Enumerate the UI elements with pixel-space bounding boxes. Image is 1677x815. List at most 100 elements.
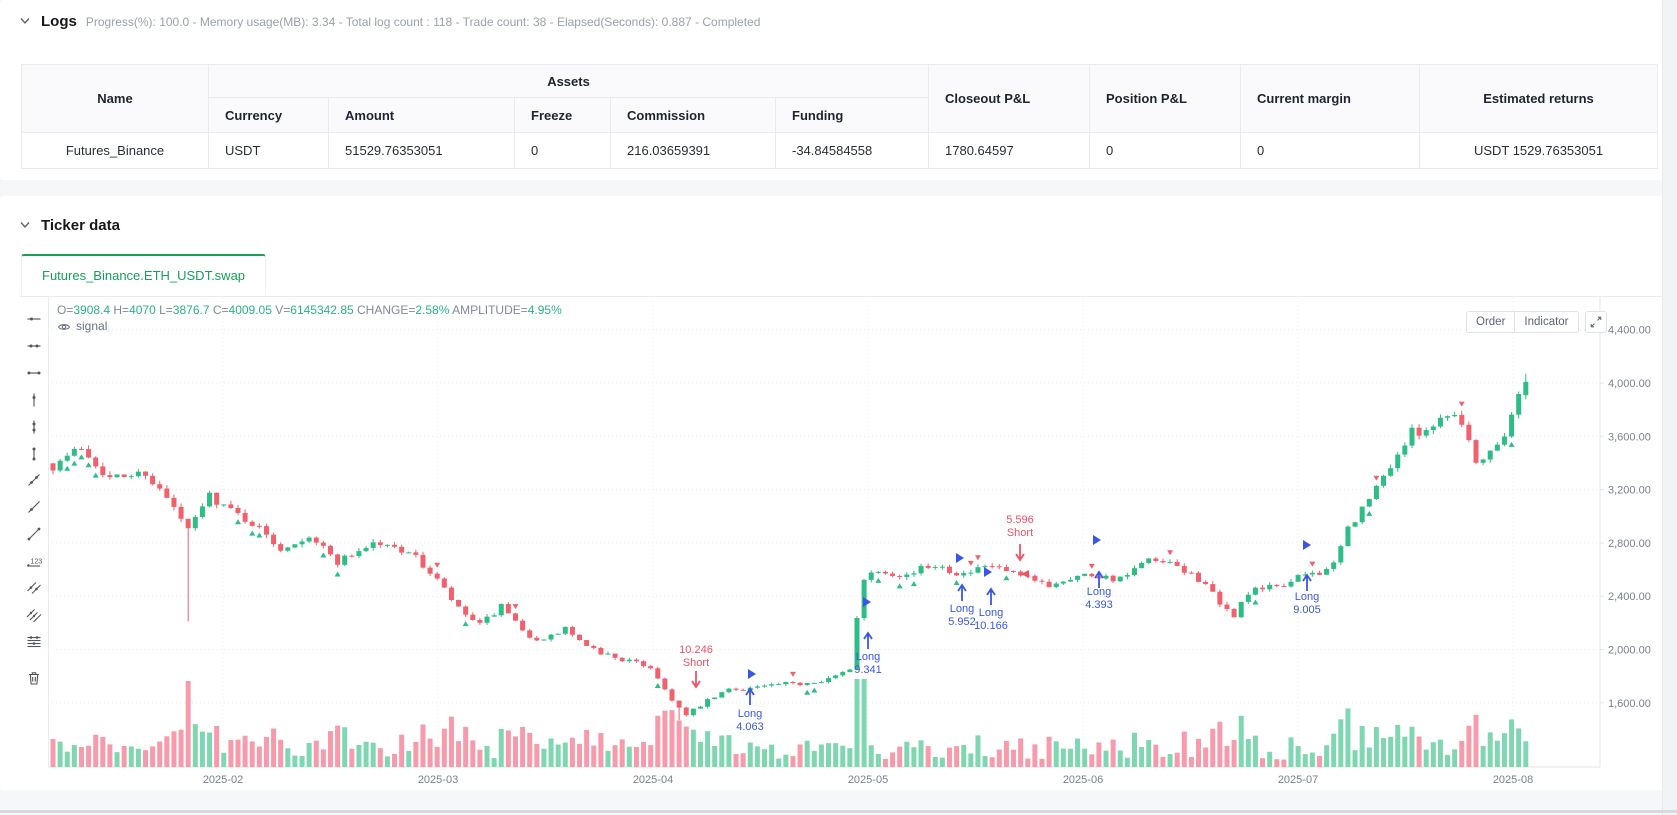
price-label-tool-icon[interactable]: 123 [26,553,42,569]
long-arrow-up-icon [745,687,755,705]
date-axis-label: 2025-04 [633,774,673,786]
collapse-chevron-icon[interactable] [18,14,32,28]
chart-actions: Order Indicator [1466,311,1607,333]
col-header-position-pnl: Position P&L [1089,64,1242,133]
logs-progress-meta: Progress(%): 100.0 - Memory usage(MB): 3… [85,15,761,29]
date-axis-label: 2025-06 [1063,774,1103,786]
short-arrow-down-icon [691,671,701,689]
price-axis-label: 4,000.00 [1608,378,1651,390]
legend-value: 2.58% [415,303,453,317]
col-header-name: Name [21,64,209,133]
buy-marker-play-icon [1303,540,1311,550]
tab-futures-binance-eth-usdt-swap[interactable]: Futures_Binance.ETH_USDT.swap [21,254,267,294]
legend-key: L= [159,303,173,317]
signal-label: signal [76,319,108,333]
col-header-funding: Funding [774,97,930,133]
horizontal-ray-tool-icon[interactable] [26,311,42,327]
horizontal-segment-tool-icon[interactable] [26,365,42,381]
col-header-current-margin: Current margin [1240,64,1421,133]
collapse-chevron-icon[interactable] [18,218,32,232]
cell-position-pnl: 0 [1089,132,1242,169]
ohlc-legend: O=3908.4 H=4070 L=3876.7 C=4009.05 V=614… [57,303,562,334]
svg-text:Long: Long [979,607,1003,619]
signal-row: signal [57,319,562,334]
col-header-freeze: Freeze [514,97,611,133]
price-axis-label: 3,200.00 [1608,485,1651,497]
short-arrow-down-icon [1015,544,1025,562]
segment-line-tool-icon[interactable] [26,526,42,542]
vertical-scrollbar[interactable] [1662,0,1677,815]
buy-marker-play-icon [748,669,756,679]
cell-currency: USDT [208,132,329,169]
tab-label: Futures_Binance.ETH_USDT.swap [42,267,246,283]
svg-text:10.166: 10.166 [974,620,1008,632]
cell-commission: 216.03659391 [610,132,776,169]
long-arrow-up-icon [1094,570,1104,588]
ohlc-values: O=3908.4 H=4070 L=3876.7 C=4009.05 V=614… [57,303,562,318]
horizontal-scrollbar[interactable] [0,810,1677,813]
price-axis-label: 2,400.00 [1608,591,1651,603]
trend-line-tool-icon[interactable] [26,472,42,488]
svg-text:123: 123 [31,559,43,566]
fullscreen-button[interactable] [1584,311,1607,333]
horizontal-line-tool-icon[interactable] [26,338,42,354]
price-axis-label: 1,600.00 [1608,698,1651,710]
logs-header: Logs Progress(%): 100.0 - Memory usage(M… [18,12,760,30]
parallel-lines-tool-icon[interactable] [26,580,42,596]
ticker-header: Ticker data [18,216,120,234]
date-axis-label: 2025-05 [848,774,888,786]
svg-text:Short: Short [1007,527,1033,539]
price-axis-label: 4,400.00 [1608,325,1651,337]
svg-text:4.393: 4.393 [1085,599,1113,611]
col-header-closeout-pnl: Closeout P&L [928,64,1091,133]
horizontal-lines-group-tool-icon[interactable] [26,634,42,650]
cell-amount: 51529.76353051 [328,132,515,169]
buy-marker-play-icon [1093,535,1101,545]
trade-annotations: 10.246Short5.596ShortLong4.063Long9.341L… [679,514,1321,733]
date-axis-label: 2025-02 [203,774,243,786]
logs-title: Logs [41,13,77,30]
buy-marker-play-icon [984,567,992,577]
parallel-channel-tool-icon[interactable] [26,607,42,623]
ray-line-tool-icon[interactable] [26,499,42,515]
indicator-button[interactable]: Indicator [1514,311,1579,333]
col-header-commission: Commission [610,97,776,133]
vertical-segment-tool-icon[interactable] [26,446,42,462]
col-header-amount: Amount [328,97,515,133]
svg-text:Long: Long [856,651,880,663]
legend-key: H= [113,303,130,317]
svg-text:4.063: 4.063 [736,721,764,733]
svg-text:Long: Long [950,603,974,615]
legend-value: 3876.7 [172,303,213,317]
svg-text:9.341: 9.341 [854,664,882,676]
vertical-line-tool-icon[interactable] [26,419,42,435]
cell-freeze: 0 [514,132,611,169]
expand-icon [1589,315,1603,329]
svg-text:5.952: 5.952 [948,616,976,628]
legend-key: C= [212,303,229,317]
order-button[interactable]: Order [1466,311,1516,333]
buy-marker-play-icon [863,597,871,607]
candlestick-series [50,373,1529,721]
ticker-data-section: Ticker data Futures_Binance.ETH_USDT.swa… [0,196,1663,790]
delete-tool-icon[interactable] [26,670,42,686]
col-header-currency: Currency [208,97,329,133]
svg-text:Long: Long [1295,591,1319,603]
svg-text:5.596: 5.596 [1006,514,1034,526]
col-header-estimated-returns: Estimated returns [1419,64,1659,133]
buy-marker-play-icon [956,553,964,563]
date-axis-label: 2025-07 [1278,774,1318,786]
vertical-ray-tool-icon[interactable] [26,392,42,408]
legend-value: 6145342.85 [290,303,357,317]
long-arrow-up-icon [863,631,873,649]
svg-text:10.246: 10.246 [679,644,713,656]
chart-canvas[interactable]: 4,400.00 4,000.00 3,600.00 3,200.00 2,800.00… [20,297,1662,787]
svg-text:Long: Long [738,708,762,720]
volume-series [50,679,1529,767]
eye-icon[interactable] [57,320,71,334]
cell-current-margin: 0 [1240,132,1421,169]
